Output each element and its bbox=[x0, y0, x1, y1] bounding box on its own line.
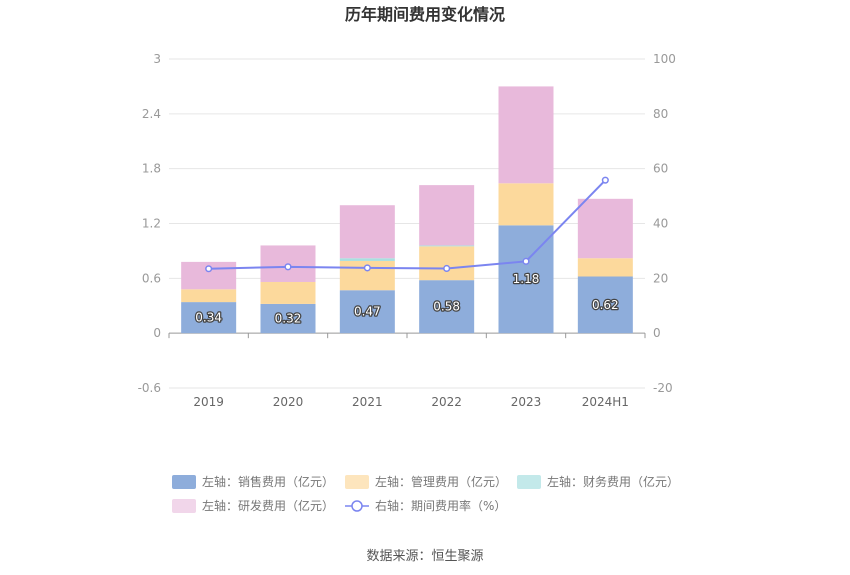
bar-data-label: 0.58 bbox=[433, 300, 460, 314]
legend-label: 左轴：销售费用（亿元） bbox=[202, 474, 334, 489]
left-tick-label: 1.2 bbox=[142, 217, 161, 231]
left-tick-label: 1.8 bbox=[142, 162, 161, 176]
source-note: 数据来源：恒生聚源 bbox=[366, 549, 483, 564]
bar-segment bbox=[419, 280, 475, 334]
x-tick-label: 2020 bbox=[273, 395, 304, 409]
x-tick-label: 2021 bbox=[352, 395, 383, 409]
left-tick-label: 3 bbox=[153, 52, 161, 66]
bar-segment bbox=[498, 183, 554, 226]
rate-point bbox=[443, 264, 451, 273]
bar-segment bbox=[577, 276, 633, 334]
legend-label: 左轴：财务费用（亿元） bbox=[547, 474, 679, 489]
right-tick-label: -20 bbox=[653, 381, 673, 395]
rate-point bbox=[601, 176, 609, 184]
right-tick-label: 40 bbox=[653, 217, 668, 231]
legend-swatch bbox=[172, 475, 196, 489]
bar-segment bbox=[419, 185, 475, 246]
left-tick-label: -0.6 bbox=[138, 381, 161, 395]
right-tick-label: 0 bbox=[653, 326, 661, 340]
bar-segment bbox=[577, 258, 633, 277]
x-tick-label: 2024H1 bbox=[582, 395, 629, 409]
bar-segment bbox=[498, 86, 554, 184]
bar-segment bbox=[181, 289, 237, 303]
legend-label: 右轴：期间费用率（%） bbox=[375, 498, 506, 513]
x-tick-label: 2023 bbox=[511, 395, 542, 409]
bar-series bbox=[181, 86, 633, 334]
left-tick-label: 0.6 bbox=[142, 271, 161, 285]
line-series bbox=[205, 176, 609, 273]
bar-segment bbox=[339, 258, 395, 261]
right-tick-label: 20 bbox=[653, 271, 668, 285]
legend-label: 左轴：研发费用（亿元） bbox=[202, 498, 334, 513]
bar-data-label: 0.62 bbox=[592, 298, 619, 312]
legend-label: 左轴：管理费用（亿元） bbox=[375, 474, 507, 489]
rate-point bbox=[284, 263, 292, 271]
right-axis-ticks: -20 0 20 40 60 80 100 bbox=[653, 52, 676, 395]
bar-segment bbox=[419, 245, 475, 247]
legend-swatch bbox=[172, 499, 196, 513]
bar-data-labels: 0.34 0.32 0.47 0.58 1.18 0.62 bbox=[194, 271, 620, 327]
bar-data-label: 0.47 bbox=[354, 305, 381, 319]
right-tick-label: 60 bbox=[653, 162, 668, 176]
right-tick-label: 80 bbox=[653, 107, 668, 121]
x-tick-label: 2022 bbox=[431, 395, 462, 409]
left-axis-ticks: -0.6 0 0.6 1.2 1.8 2.4 3 bbox=[138, 52, 161, 395]
x-axis-ticks: 2019 2020 2021 2022 2023 2024H1 bbox=[168, 333, 646, 409]
bar-data-label: 1.18 bbox=[513, 272, 540, 286]
chart-title: 历年期间费用变化情况 bbox=[345, 5, 505, 24]
legend: 左轴：销售费用（亿元） 左轴：管理费用（亿元） 左轴：财务费用（亿元） 左轴：研发费用… bbox=[172, 474, 679, 513]
rate-point bbox=[205, 265, 213, 273]
left-tick-label: 2.4 bbox=[142, 107, 161, 121]
rate-point bbox=[522, 257, 530, 265]
bar-segment bbox=[419, 246, 475, 281]
legend-swatch bbox=[517, 475, 541, 489]
left-tick-label: 0 bbox=[153, 326, 161, 340]
bar-segment bbox=[339, 205, 395, 259]
bar-segment bbox=[260, 281, 316, 304]
bar-segment bbox=[181, 302, 237, 334]
rate-point bbox=[363, 264, 371, 272]
bar-segment bbox=[260, 303, 316, 334]
bar-segment bbox=[339, 290, 395, 334]
rate-line bbox=[208, 179, 607, 270]
bar-data-label: 0.34 bbox=[195, 311, 222, 325]
legend-swatch bbox=[345, 475, 369, 489]
bar-data-label: 0.32 bbox=[275, 312, 302, 326]
right-tick-label: 100 bbox=[653, 52, 676, 66]
gridlines bbox=[169, 58, 645, 389]
x-tick-label: 2019 bbox=[193, 395, 224, 409]
bar-segment bbox=[577, 198, 633, 259]
legend-swatch-marker bbox=[351, 500, 363, 512]
